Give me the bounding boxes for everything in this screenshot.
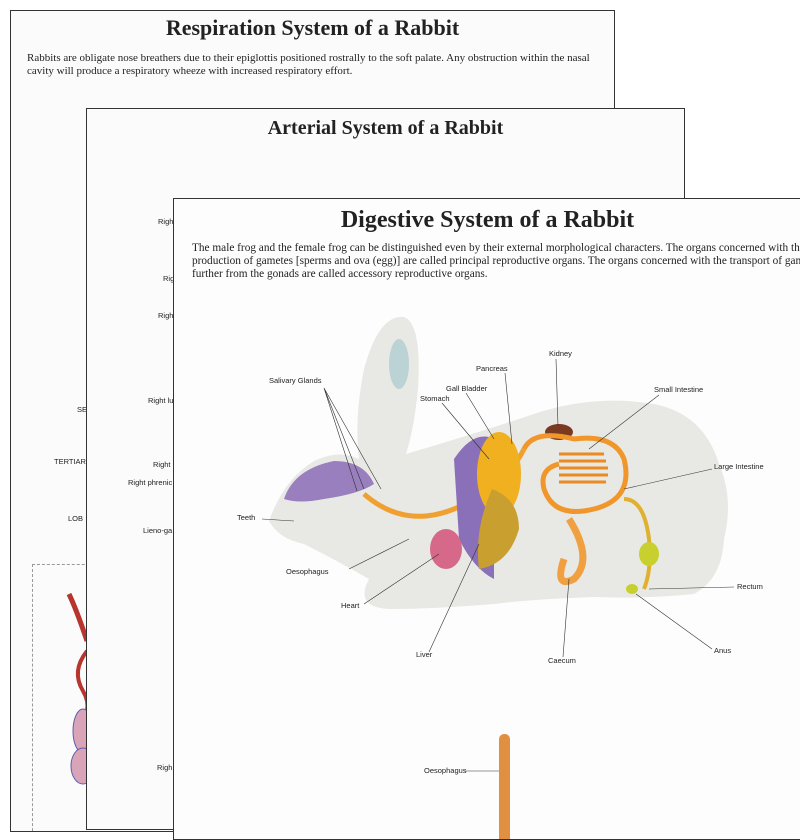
label: Right lu [148, 396, 174, 405]
label: Righ [158, 311, 174, 320]
oesophagus-tube [499, 734, 510, 839]
poster-title: Digestive System of a Rabbit [340, 207, 635, 233]
label-pancreas: Pancreas [476, 364, 508, 373]
poster-description: Rabbits are obligate nose breathers due … [27, 52, 590, 77]
label-large-intestine: Large Intestine [714, 462, 764, 471]
rabbit-digestive-illustration [261, 316, 735, 839]
label: Right phrenic [128, 478, 173, 487]
poster-description: The male frog and the female frog can be… [192, 242, 800, 280]
label-teeth: Teeth [237, 513, 256, 522]
label: SE [77, 405, 88, 414]
digestive-poster: Digestive System of a Rabbit The male fr… [173, 198, 800, 840]
label: Right [153, 460, 171, 469]
label: Lieno-ga [143, 526, 173, 535]
label: Righ [158, 217, 174, 226]
poster-title: Respiration System of a Rabbit [165, 15, 460, 40]
label: Righ [157, 763, 173, 772]
label-stomach: Stomach [420, 394, 450, 403]
label-rectum: Rectum [737, 582, 763, 591]
label-kidney: Kidney [549, 349, 572, 358]
label-anus: Anus [714, 646, 732, 655]
label-gall-bladder: Gall Bladder [446, 384, 488, 393]
label: TERTIAR [54, 457, 86, 466]
poster-title: Arterial System of a Rabbit [267, 117, 504, 139]
label: Rig [163, 274, 175, 283]
label-small-intestine: Small Intestine [654, 385, 704, 394]
label-caecum: Caecum [548, 656, 576, 665]
label-salivary-glands: Salivary Glands [269, 376, 322, 385]
label-oesophagus: Oesophagus [286, 567, 329, 576]
label: LOB [68, 514, 84, 523]
label-oesophagus-2: Oesophagus [424, 766, 467, 775]
label-liver: Liver [416, 650, 433, 659]
label-heart: Heart [341, 601, 360, 610]
